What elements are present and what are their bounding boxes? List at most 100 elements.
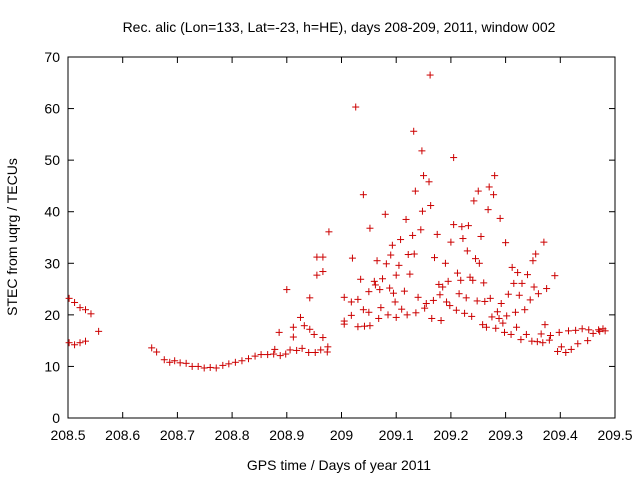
data-point (171, 357, 179, 365)
data-point (410, 127, 418, 135)
data-point (514, 269, 522, 277)
data-point (430, 254, 438, 262)
y-axis-ticks: 0 10 20 30 40 50 60 70 (44, 49, 615, 426)
data-point (271, 345, 279, 353)
data-point (289, 333, 297, 341)
data-point (323, 348, 331, 356)
y-tick-label: 50 (44, 152, 60, 168)
y-tick-label: 0 (52, 410, 60, 426)
data-point (148, 344, 156, 352)
data-point (414, 293, 422, 301)
data-point (245, 355, 253, 363)
y-tick-label: 20 (44, 307, 60, 323)
data-point (324, 343, 332, 351)
x-tick-label: 208.6 (105, 427, 140, 443)
data-point (428, 314, 436, 322)
data-point (532, 250, 540, 258)
data-point (194, 362, 202, 370)
data-point (371, 281, 379, 289)
data-point (450, 221, 458, 229)
data-point (493, 308, 501, 316)
data-point (176, 359, 184, 367)
data-point (389, 289, 397, 297)
data-point (482, 323, 490, 331)
data-point (373, 257, 381, 265)
data-point (95, 327, 103, 335)
data-point (392, 271, 400, 279)
data-point (398, 305, 406, 313)
data-point (347, 311, 355, 319)
data-point (395, 261, 403, 269)
data-point (488, 313, 496, 321)
data-points (65, 71, 609, 372)
data-point (435, 280, 443, 288)
data-point (82, 337, 90, 345)
data-point (319, 334, 327, 342)
data-point (76, 304, 84, 312)
data-point (296, 313, 304, 321)
data-point (555, 328, 563, 336)
data-point (589, 329, 597, 337)
y-axis-label: STEC from uqrg / TECUs (4, 158, 20, 316)
data-point (503, 312, 511, 320)
data-point (71, 341, 79, 349)
y-tick-label: 60 (44, 101, 60, 117)
data-point (464, 222, 472, 230)
data-point (366, 322, 374, 330)
data-point (313, 271, 321, 279)
data-point (306, 325, 314, 333)
data-point (65, 294, 73, 302)
data-point (499, 319, 507, 327)
x-tick-label: 209.3 (488, 427, 523, 443)
data-point (376, 286, 384, 294)
data-point (387, 251, 395, 259)
data-point (457, 276, 465, 284)
x-axis-ticks: 208.5 208.6 208.7 208.8 208.9 209 209.1 209.2 20… (50, 57, 633, 443)
data-point (352, 103, 360, 111)
data-point (188, 362, 196, 370)
data-point (537, 330, 545, 338)
x-tick-label: 209.1 (379, 427, 414, 443)
data-point (381, 210, 389, 218)
data-point (153, 348, 161, 356)
x-tick-label: 209.2 (433, 427, 468, 443)
data-point (601, 327, 609, 335)
data-point (392, 313, 400, 321)
data-point (251, 352, 259, 360)
data-point (400, 287, 408, 295)
data-point (275, 328, 283, 336)
data-point (439, 283, 447, 291)
data-point (533, 338, 541, 346)
data-point (545, 336, 553, 344)
x-tick-label: 208.9 (269, 427, 304, 443)
data-point (354, 295, 362, 303)
data-point (463, 247, 471, 255)
data-point (365, 288, 373, 296)
data-point (534, 290, 542, 298)
data-point (444, 277, 452, 285)
data-point (529, 257, 537, 265)
data-point (388, 241, 396, 249)
data-point (417, 226, 425, 234)
data-point (386, 284, 394, 292)
data-point (300, 322, 308, 330)
data-point (264, 351, 272, 359)
data-point (231, 358, 239, 366)
data-point (501, 328, 509, 336)
x-tick-label: 209.4 (543, 427, 578, 443)
data-point (382, 260, 390, 268)
data-point (495, 314, 503, 322)
data-point (160, 356, 168, 364)
y-tick-label: 10 (44, 358, 60, 374)
data-point (474, 187, 482, 195)
data-point (475, 259, 483, 267)
data-point (530, 283, 538, 291)
data-point (270, 350, 278, 358)
data-point (546, 331, 554, 339)
data-point (523, 271, 531, 279)
data-point (485, 183, 493, 191)
data-point (578, 325, 586, 333)
data-point (490, 191, 498, 199)
data-point (76, 339, 84, 347)
data-point (595, 326, 603, 334)
